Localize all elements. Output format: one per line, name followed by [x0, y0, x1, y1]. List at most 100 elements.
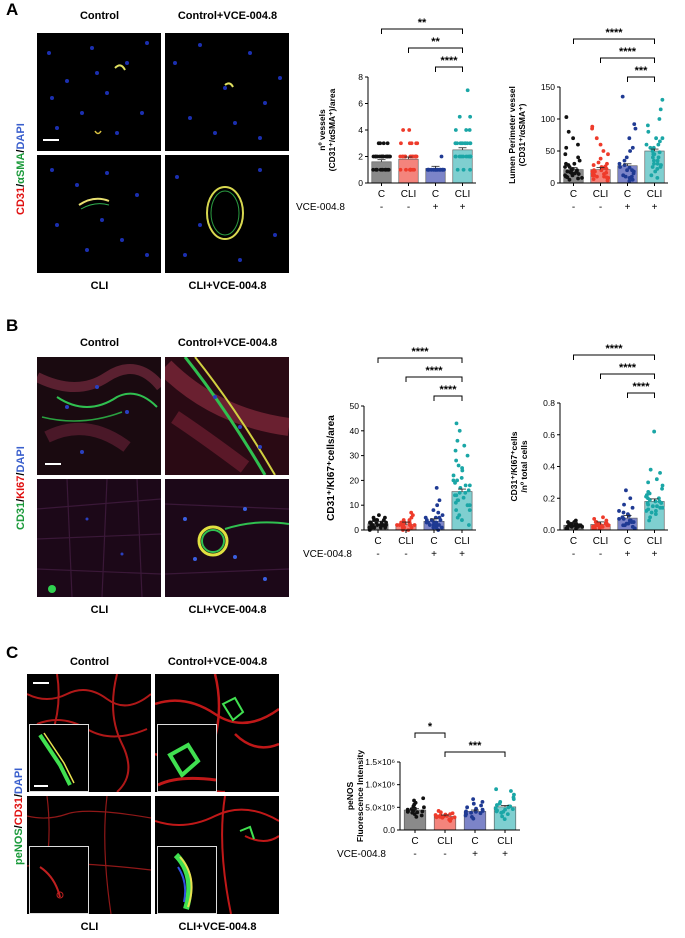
data-point [592, 516, 597, 521]
chart-c1: 0.0 5.0×10⁵ 1.0×10⁶ 1.5×10⁶ C - CLI - C + CLI + VCE-… [337, 721, 520, 860]
data-point [620, 515, 625, 520]
data-point [629, 174, 634, 179]
y-tick-label: 8 [358, 72, 363, 82]
data-point [383, 515, 387, 520]
data-point [648, 515, 653, 520]
data-point [656, 142, 661, 147]
data-point [437, 498, 442, 503]
y-tick-label: 50 [350, 401, 360, 411]
data-point [572, 161, 577, 166]
data-point [630, 177, 635, 182]
micrograph-a-cli-vce [165, 155, 289, 273]
data-point [404, 167, 408, 172]
data-point [455, 167, 460, 172]
data-point [580, 175, 584, 180]
data-point [454, 421, 459, 426]
data-point [441, 814, 446, 819]
data-point [621, 510, 626, 515]
data-point [463, 490, 468, 495]
chart-b1: 0 10 20 30 40 50 C - CLI - C + CLI + VCE-004.8 CD31⁺/KI… [303, 346, 476, 560]
inset [29, 724, 89, 792]
data-point [461, 167, 466, 172]
y-tick-label: 50 [546, 146, 556, 156]
data-point [419, 813, 424, 818]
scale-bar [33, 682, 49, 684]
data-point [651, 152, 656, 157]
data-point [655, 161, 660, 166]
data-point [460, 518, 464, 522]
treatment-sign: + [625, 549, 631, 560]
data-point [470, 814, 474, 819]
data-point [660, 505, 665, 510]
data-point [649, 510, 654, 515]
data-point [630, 505, 635, 510]
data-point [405, 807, 410, 812]
treatment-sign: - [404, 549, 407, 560]
data-point [454, 508, 459, 513]
data-point [624, 488, 628, 493]
y-tick-label: 10 [350, 500, 360, 510]
data-point [617, 161, 622, 166]
data-point [434, 485, 439, 490]
data-point [650, 165, 655, 169]
data-point [494, 809, 499, 814]
data-point [654, 477, 659, 482]
significance-label: *** [469, 740, 483, 752]
data-point [601, 515, 605, 520]
data-point [655, 175, 660, 180]
significance-bracket [573, 354, 655, 360]
x-tick-label: C [624, 536, 631, 547]
data-point [654, 509, 658, 513]
data-point [474, 806, 478, 811]
data-point [456, 463, 461, 468]
data-point [426, 520, 430, 525]
data-point [431, 525, 436, 530]
data-point [468, 141, 472, 146]
data-point [457, 428, 462, 433]
data-point [574, 169, 579, 174]
data-point [591, 163, 596, 167]
data-point [498, 799, 503, 804]
data-point [660, 483, 665, 488]
y-tick-label: 5.0×10⁵ [365, 802, 395, 812]
chart-a1: 0 2 4 6 8 C - CLI - C + CLI + VCE-004.8 nº vessels (CD3… [296, 17, 476, 213]
data-point [622, 502, 626, 507]
x-tick-label: C [570, 189, 577, 200]
micro-title-b-cli: CLI [90, 604, 109, 616]
data-point [625, 168, 629, 173]
data-point [652, 161, 656, 166]
x-tick-label: C [570, 536, 577, 547]
inset [157, 846, 217, 914]
data-point [627, 179, 632, 183]
micro-title-b-control-vce: Control+VCE-004.8 [177, 337, 278, 349]
micro-title-a-cli: CLI [90, 280, 109, 292]
treatment-sign: + [472, 849, 478, 860]
significance-bracket [600, 57, 655, 63]
data-point [576, 176, 580, 181]
data-point [480, 799, 485, 804]
data-point [646, 507, 651, 512]
data-point [369, 520, 373, 525]
data-point [436, 510, 441, 515]
x-tick-label: C [471, 836, 478, 847]
y-tick-label: 0 [550, 178, 555, 188]
data-point [591, 524, 596, 529]
treatment-sign: - [572, 549, 575, 560]
data-point [565, 169, 570, 174]
data-point [379, 167, 384, 172]
data-point [400, 154, 405, 159]
significance-bracket [405, 376, 463, 382]
data-point [471, 801, 476, 806]
data-point [652, 429, 657, 434]
data-point [457, 490, 462, 495]
data-point [414, 814, 419, 819]
micro-title-b-cli-vce: CLI+VCE-004.8 [188, 604, 267, 616]
data-point [630, 524, 635, 529]
data-point [618, 165, 622, 169]
significance-bracket [381, 28, 463, 34]
y-tick-label: 0 [354, 525, 359, 535]
micrograph-b-cli-vce [165, 479, 289, 597]
y-axis-label: nº vessels [317, 109, 327, 151]
data-point [439, 525, 444, 530]
